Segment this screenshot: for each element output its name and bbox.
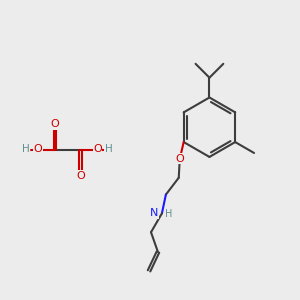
Text: O: O: [50, 119, 59, 129]
Text: O: O: [93, 144, 102, 154]
Text: O: O: [76, 171, 85, 181]
Text: H: H: [105, 144, 113, 154]
Text: O: O: [34, 144, 42, 154]
Text: O: O: [176, 154, 184, 164]
Text: H: H: [165, 209, 173, 219]
Text: H: H: [22, 144, 29, 154]
Text: N: N: [150, 208, 158, 218]
